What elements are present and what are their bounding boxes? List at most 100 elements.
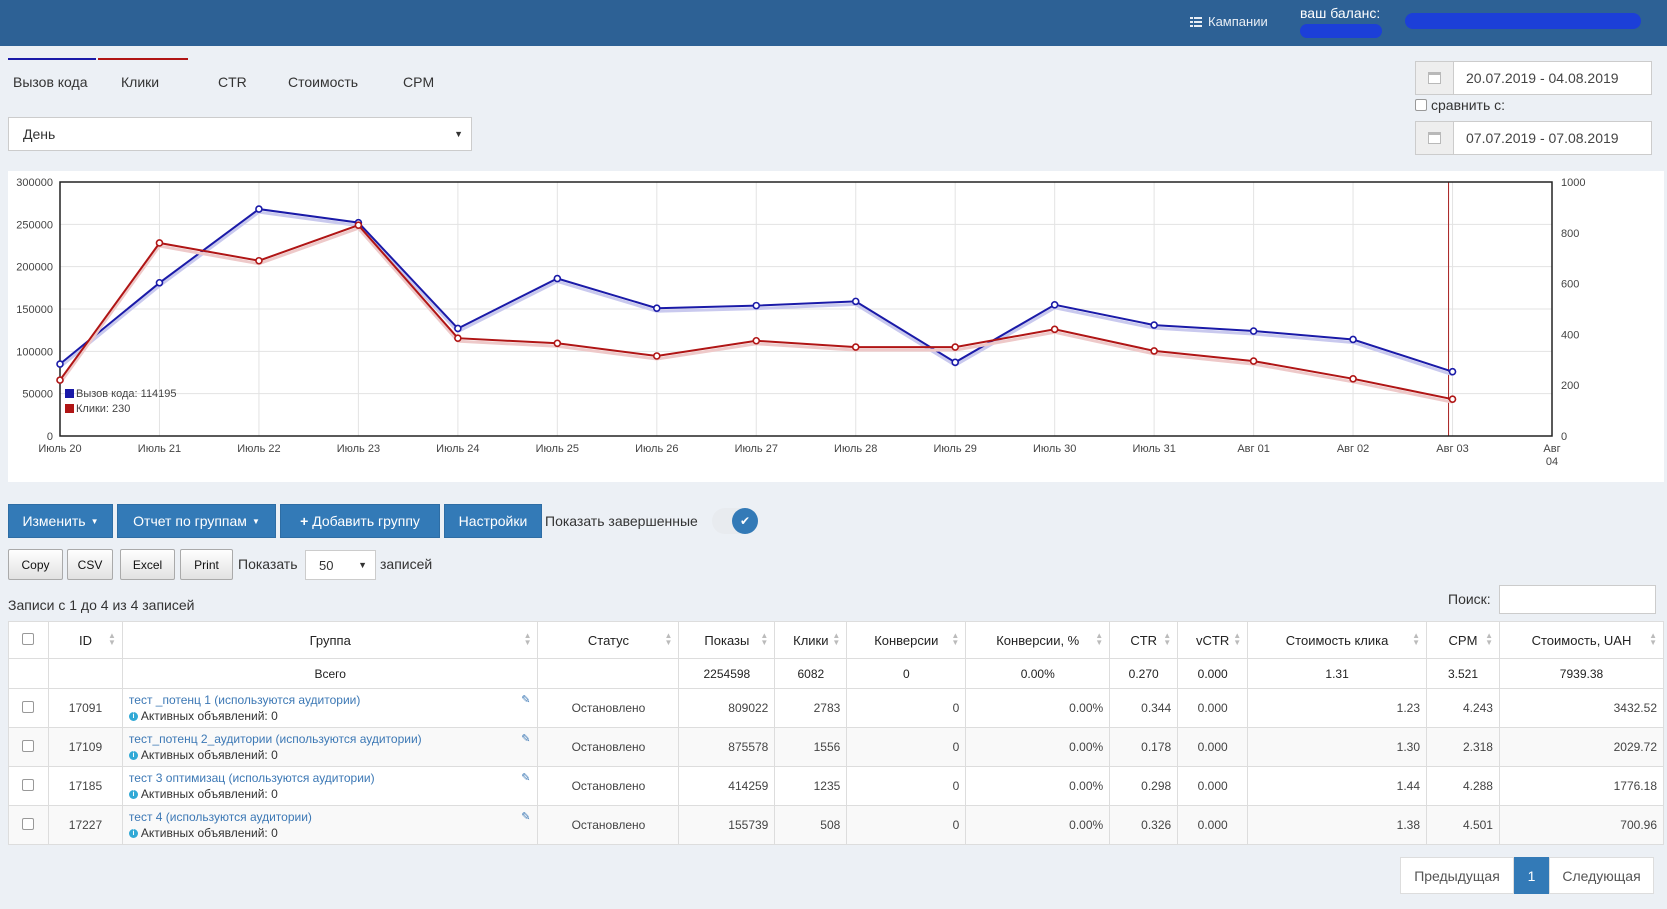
group-name-link[interactable]: тест _потенц 1 (используются аудитории)	[128, 693, 361, 707]
col-id-label: ID	[78, 632, 92, 648]
search-input[interactable]	[1499, 585, 1656, 614]
top-bar: Кампании ваш баланс:	[0, 0, 1667, 46]
row-checkbox-cell[interactable]	[8, 766, 49, 806]
calendar-icon	[1428, 72, 1441, 84]
row-cpm: 4.243	[1426, 688, 1500, 728]
tab-ctr[interactable]: CTR	[218, 74, 247, 90]
group-name-link[interactable]: тест_потенц 2_аудитории (используются ау…	[128, 732, 422, 746]
col-status[interactable]: Статус ▲ ▼	[537, 621, 680, 659]
row-checkbox[interactable]	[22, 817, 35, 830]
group-name-link[interactable]: тест 3 оптимизац (используются аудитории…	[128, 771, 375, 785]
total-vctr: 0.000	[1177, 658, 1249, 689]
row-checkbox[interactable]	[22, 739, 35, 752]
select-all-cell[interactable]	[8, 621, 49, 659]
data-point	[851, 297, 860, 306]
x-tick-label: Авг 02	[1337, 443, 1369, 455]
date-range-primary[interactable]: 20.07.2019 - 04.08.2019	[1415, 61, 1652, 95]
col-conversions-pct[interactable]: Конверсии, % ▲ ▼	[965, 621, 1111, 659]
show-finished-toggle[interactable]: ✔	[712, 508, 758, 534]
col-vctr-label: vCTR	[1196, 632, 1230, 648]
total-clicks: 6082	[774, 658, 848, 689]
settings-label: Настройки	[458, 513, 528, 529]
data-point	[752, 336, 761, 345]
x-tick-label: Авг 03	[1436, 443, 1468, 455]
tab-cost[interactable]: Стоимость	[288, 74, 359, 90]
csv-button[interactable]: CSV	[67, 549, 113, 580]
period-select-value: День	[23, 126, 56, 142]
select-all-checkbox[interactable]	[22, 632, 35, 645]
group-name-link[interactable]: тест 4 (используются аудитории)	[128, 810, 312, 824]
row-checkbox-cell[interactable]	[8, 805, 49, 845]
print-button[interactable]: Print	[180, 549, 233, 580]
calendar-button[interactable]	[1415, 61, 1454, 95]
col-id[interactable]: ID ▲ ▼	[47, 621, 123, 659]
row-status: Остановлено	[537, 805, 680, 845]
row-vctr: 0.000	[1177, 805, 1249, 845]
info-icon: i	[128, 750, 138, 760]
sort-icon: ▲ ▼	[108, 631, 116, 647]
x-tick-label: Июль 27	[735, 443, 778, 455]
x-tick-label: Июль 22	[237, 443, 280, 455]
compare-option[interactable]: сравнить с:	[1415, 97, 1505, 113]
col-shows[interactable]: Показы ▲ ▼	[678, 621, 776, 659]
excel-button[interactable]: Excel	[120, 549, 175, 580]
active-ads: i Активных объявлений: 0	[128, 826, 537, 840]
data-point	[255, 205, 263, 213]
y-left-tick-label: 100000	[16, 346, 53, 358]
row-id: 17185	[47, 766, 123, 806]
page-size-select[interactable]: 50 ▼	[305, 550, 376, 580]
col-vctr[interactable]: vCTR ▲ ▼	[1177, 621, 1249, 659]
groups-table: ID ▲ ▼ Группа ▲ ▼ Статус ▲ ▼ Показы ▲ ▼ Клики ▲ ▼ …	[8, 621, 1665, 845]
row-checkbox[interactable]	[22, 700, 35, 713]
date-range-input[interactable]: 20.07.2019 - 04.08.2019	[1454, 61, 1652, 95]
col-cpm[interactable]: CPM ▲ ▼	[1426, 621, 1500, 659]
compare-calendar-button[interactable]	[1415, 121, 1454, 155]
row-cpc: 1.30	[1247, 727, 1428, 767]
legend-swatch	[65, 389, 74, 398]
row-conversions: 0	[846, 766, 967, 806]
col-cpc[interactable]: Стоимость клика ▲ ▼	[1247, 621, 1428, 659]
date-range-compare[interactable]: 07.07.2019 - 07.08.2019	[1415, 121, 1652, 155]
col-ctr[interactable]: CTR ▲ ▼	[1109, 621, 1179, 659]
col-status-label: Статус	[587, 632, 629, 648]
data-point	[553, 339, 562, 348]
col-group[interactable]: Группа ▲ ▼	[121, 621, 539, 659]
sort-icon: ▲ ▼	[760, 631, 769, 647]
edit-icon[interactable]: ✎	[521, 733, 531, 745]
legend-label: Вызов кода: 114195	[76, 388, 177, 400]
col-cost[interactable]: Стоимость, UAH ▲ ▼	[1498, 621, 1665, 659]
row-group-cell: ✎ тест _потенц 1 (используются аудитории…	[121, 688, 539, 728]
edit-icon[interactable]: ✎	[521, 811, 531, 823]
x-tick-label: Июль 23	[337, 443, 380, 455]
edit-icon[interactable]: ✎	[521, 694, 531, 706]
active-ads-label: Активных объявлений: 0	[140, 826, 278, 840]
settings-button[interactable]: Настройки	[444, 504, 542, 538]
period-select[interactable]: День ▼	[8, 117, 472, 151]
row-checkbox-cell[interactable]	[8, 727, 49, 767]
copy-button[interactable]: Copy	[8, 549, 63, 580]
col-clicks[interactable]: Клики ▲ ▼	[774, 621, 848, 659]
tab-clicks[interactable]: Клики	[98, 58, 188, 98]
page-1-button[interactable]: 1	[1514, 857, 1549, 894]
edit-icon[interactable]: ✎	[521, 772, 531, 784]
tab-calls[interactable]: Вызов кода	[8, 58, 96, 98]
nav-campaigns-link[interactable]: Кампании	[1190, 14, 1268, 29]
y-right-tick-label: 1000	[1561, 177, 1585, 189]
tab-cpm[interactable]: CPM	[403, 74, 435, 90]
row-conversions: 0	[846, 805, 967, 845]
change-button[interactable]: Изменить ▼	[8, 504, 113, 538]
row-checkbox[interactable]	[22, 778, 35, 791]
compare-range-input[interactable]: 07.07.2019 - 07.08.2019	[1454, 121, 1652, 155]
chevron-down-icon: ▼	[454, 129, 463, 139]
group-report-button[interactable]: Отчет по группам ▼	[117, 504, 276, 538]
row-checkbox-cell[interactable]	[8, 688, 49, 728]
compare-checkbox[interactable]	[1415, 99, 1427, 111]
row-group-cell: ✎ тест_потенц 2_аудитории (используются …	[121, 727, 539, 767]
next-page-button[interactable]: Следующая	[1549, 857, 1654, 894]
row-conversions-pct: 0.00%	[965, 766, 1111, 806]
col-conversions[interactable]: Конверсии ▲ ▼	[846, 621, 967, 659]
add-group-button[interactable]: + Добавить группу	[280, 504, 440, 538]
prev-page-button[interactable]: Предыдущая	[1400, 857, 1514, 894]
data-point	[951, 358, 960, 367]
data-point	[1150, 347, 1158, 355]
